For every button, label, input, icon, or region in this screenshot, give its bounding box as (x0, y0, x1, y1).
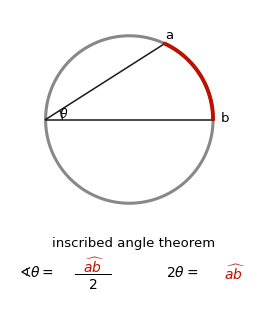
Text: a: a (165, 29, 173, 42)
Text: $\sphericalangle\theta=$: $\sphericalangle\theta=$ (19, 266, 54, 280)
Text: 2: 2 (89, 278, 98, 292)
Text: inscribed angle theorem: inscribed angle theorem (52, 237, 215, 250)
Text: $\widehat{ab}$: $\widehat{ab}$ (83, 257, 104, 276)
Text: b: b (221, 112, 229, 125)
Text: θ: θ (60, 108, 68, 121)
Text: $\widehat{ab}$: $\widehat{ab}$ (224, 263, 246, 283)
Text: $2\theta=$: $2\theta=$ (166, 266, 198, 280)
